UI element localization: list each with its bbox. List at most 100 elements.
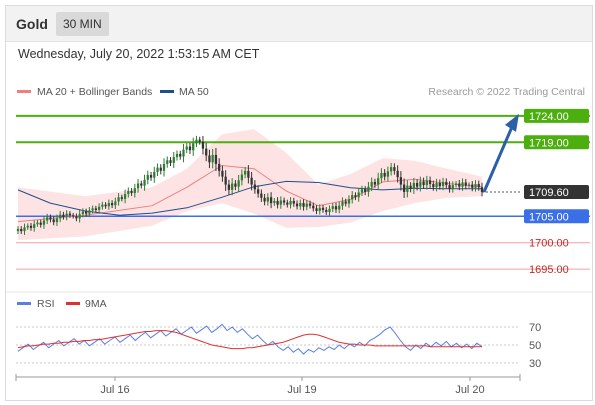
- candle: [438, 179, 441, 190]
- candle: [312, 202, 315, 212]
- candle: [305, 200, 308, 211]
- timestamp: Wednesday, July 20, 2022 1:53:15 AM CET: [18, 47, 260, 61]
- x-tick-label: Jul 19: [287, 384, 316, 396]
- candle: [182, 143, 185, 163]
- candle: [367, 181, 370, 197]
- candle: [315, 205, 318, 215]
- candle: [299, 199, 302, 210]
- candle: [179, 150, 182, 160]
- candle: [338, 201, 341, 214]
- candle: [328, 205, 331, 216]
- candle: [172, 152, 175, 168]
- candle: [211, 148, 214, 169]
- candle: [331, 203, 334, 213]
- resistance-level-1724-00-label: 1724.00: [529, 111, 569, 123]
- candle: [295, 200, 299, 210]
- candle: [409, 182, 412, 193]
- timeframe-badge[interactable]: 30 MIN: [56, 12, 109, 36]
- candle: [62, 211, 65, 220]
- candle: [130, 188, 133, 196]
- candle: [169, 157, 172, 167]
- candle: [49, 214, 52, 223]
- candle: [97, 203, 101, 214]
- candle: [205, 142, 208, 162]
- candle: [78, 210, 81, 223]
- candle: [133, 183, 136, 198]
- rsi-legend-swatch: [17, 302, 31, 305]
- candle: [282, 197, 286, 206]
- resistance-level-1724-00-tag: [524, 108, 589, 123]
- candle: [441, 177, 445, 191]
- candle: [237, 174, 240, 193]
- candle: [422, 177, 425, 189]
- candle: [308, 200, 312, 209]
- candle: [292, 197, 295, 207]
- candle: [347, 195, 351, 208]
- widget-header: Gold 30 MIN: [6, 6, 592, 42]
- candle: [477, 180, 480, 191]
- rsi-ma-legend-swatch: [66, 302, 80, 305]
- candle: [81, 208, 85, 218]
- rsi-panel: 30 50 70: [16, 322, 541, 370]
- candle: [357, 188, 360, 202]
- projection-arrow-shaft: [482, 126, 514, 193]
- candle: [33, 220, 36, 232]
- rsi-tick-50: 50: [529, 340, 541, 352]
- rsi-ma-line: [17, 330, 482, 350]
- resistance-level-1719-00-label: 1719.00: [529, 137, 569, 149]
- candle: [273, 198, 276, 206]
- candle: [428, 176, 432, 188]
- candle: [276, 197, 279, 209]
- candle: [156, 163, 159, 177]
- candle: [120, 194, 123, 202]
- candle: [29, 222, 33, 231]
- candle: [198, 136, 201, 145]
- candle: [23, 223, 26, 235]
- candle: [425, 175, 428, 190]
- level-labels: 1724.00 1719.00 1709.60 1705.00 1700.00 1695.…: [524, 108, 589, 276]
- candle: [136, 179, 140, 193]
- candle: [101, 201, 104, 210]
- projection-arrow-head: [505, 113, 519, 132]
- candle: [227, 179, 231, 195]
- candle: [59, 210, 62, 223]
- candle: [377, 172, 380, 190]
- candle: [117, 193, 120, 206]
- candle: [360, 185, 364, 196]
- candle: [419, 176, 422, 192]
- candle: [302, 199, 305, 211]
- bollinger-bands: [18, 129, 482, 241]
- candle: [85, 208, 88, 217]
- candle: [286, 199, 289, 208]
- candle: [386, 166, 390, 182]
- candle: [107, 199, 110, 210]
- candle: [72, 213, 75, 219]
- candle: [454, 180, 458, 188]
- resistance-level-1719-00-tag: [524, 135, 589, 150]
- candle: [325, 207, 328, 215]
- candle: [445, 178, 448, 189]
- candle: [383, 169, 386, 181]
- candle: [88, 206, 91, 218]
- candle: [321, 204, 325, 213]
- candle: [94, 205, 98, 213]
- rsi-tick-70: 70: [529, 322, 541, 334]
- candle: [266, 193, 269, 206]
- candle: [464, 178, 467, 190]
- candle: [393, 163, 396, 175]
- candle: [224, 170, 227, 191]
- candle: [195, 135, 198, 148]
- candle: [231, 178, 234, 196]
- rsi-tick-30: 30: [529, 358, 541, 370]
- candle: [344, 198, 347, 207]
- candle: [166, 156, 169, 168]
- candle: [26, 223, 29, 230]
- candle: [149, 171, 153, 181]
- ma50-legend-swatch: [160, 90, 174, 93]
- candle: [162, 158, 166, 177]
- candle: [140, 180, 143, 189]
- candle: [243, 167, 247, 179]
- candle: [474, 180, 477, 192]
- candle: [364, 186, 367, 196]
